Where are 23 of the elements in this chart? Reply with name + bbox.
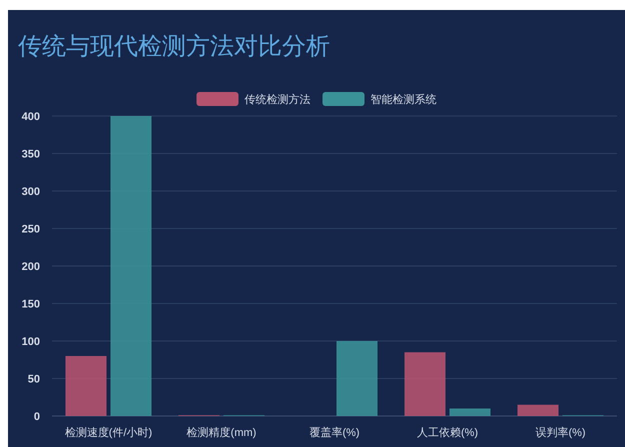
legend-label: 传统检测方法 bbox=[244, 93, 310, 106]
y-tick-label: 200 bbox=[22, 261, 40, 273]
bar bbox=[404, 352, 446, 416]
legend-label: 智能检测系统 bbox=[370, 93, 436, 106]
x-tick-label: 覆盖率(%) bbox=[309, 426, 360, 439]
y-tick-label: 150 bbox=[22, 298, 40, 310]
bar bbox=[336, 341, 378, 416]
bar bbox=[66, 356, 106, 416]
y-tick-label: 400 bbox=[22, 111, 40, 123]
chart-title: 传统与现代检测方法对比分析 bbox=[18, 33, 330, 60]
bar bbox=[518, 404, 558, 416]
x-tick-label: 人工依赖(%) bbox=[416, 427, 478, 439]
x-tick-label: 检测速度(件/小时) bbox=[64, 426, 152, 439]
y-tick-label: 350 bbox=[22, 148, 40, 160]
bar bbox=[110, 116, 152, 416]
y-tick-label: 0 bbox=[34, 411, 40, 423]
x-tick-label: 误判率(%) bbox=[535, 426, 586, 439]
y-tick-label: 50 bbox=[28, 374, 40, 386]
bar bbox=[450, 408, 490, 416]
y-tick-label: 300 bbox=[22, 186, 40, 198]
x-tick-label: 检测精度(mm) bbox=[186, 426, 256, 439]
y-tick-label: 250 bbox=[22, 224, 40, 236]
y-tick-label: 100 bbox=[22, 336, 40, 348]
